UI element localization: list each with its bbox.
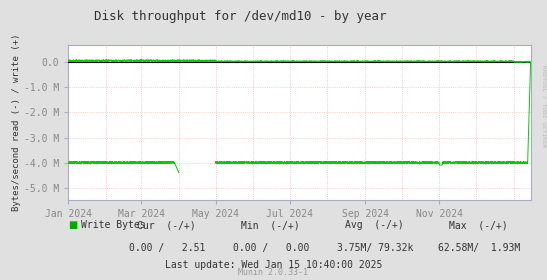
Text: 62.58M/  1.93M: 62.58M/ 1.93M (438, 243, 520, 253)
Text: Max  (-/+): Max (-/+) (449, 220, 508, 230)
Y-axis label: Bytes/second read (-) / write (+): Bytes/second read (-) / write (+) (13, 34, 21, 211)
Text: Disk throughput for /dev/md10 - by year: Disk throughput for /dev/md10 - by year (95, 10, 387, 23)
Text: ■: ■ (68, 220, 78, 230)
Text: Cur  (-/+): Cur (-/+) (137, 220, 196, 230)
Text: RRDTOOL / TOBI OETIKER: RRDTOOL / TOBI OETIKER (542, 65, 546, 148)
Text: 0.00 /   2.51: 0.00 / 2.51 (129, 243, 205, 253)
Text: Munin 2.0.33-1: Munin 2.0.33-1 (238, 268, 309, 277)
Text: 3.75M/ 79.32k: 3.75M/ 79.32k (336, 243, 413, 253)
Text: Min  (-/+): Min (-/+) (241, 220, 300, 230)
Text: 0.00 /   0.00: 0.00 / 0.00 (232, 243, 309, 253)
Text: Write Bytes: Write Bytes (81, 220, 146, 230)
Text: Avg  (-/+): Avg (-/+) (345, 220, 404, 230)
Text: Last update: Wed Jan 15 10:40:00 2025: Last update: Wed Jan 15 10:40:00 2025 (165, 260, 382, 270)
